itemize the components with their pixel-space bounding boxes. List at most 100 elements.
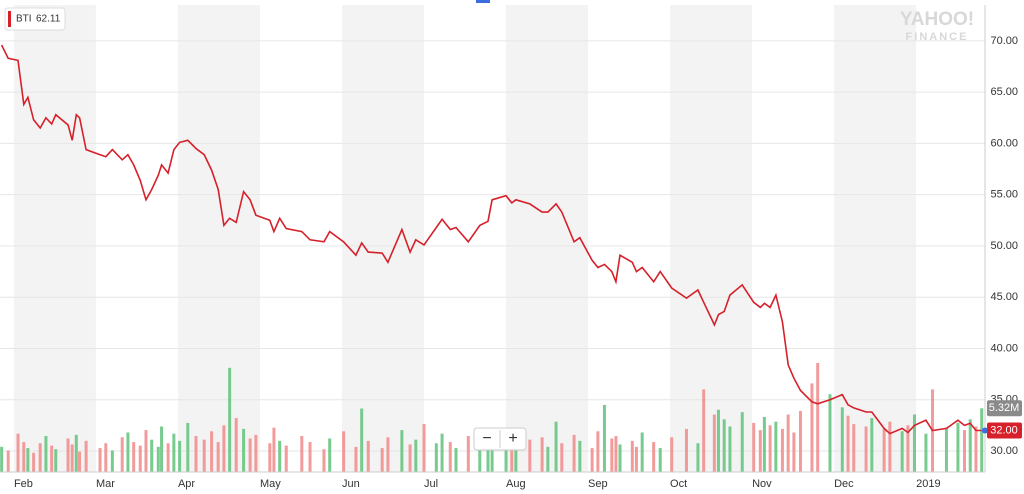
volume-bar	[900, 431, 904, 472]
volume-bar	[810, 383, 814, 472]
volume-bar	[194, 436, 198, 472]
volume-bar	[702, 389, 706, 472]
volume-bar	[696, 443, 700, 472]
volume-bar	[254, 434, 258, 472]
volume-bar	[944, 427, 948, 472]
volume-bar	[774, 421, 778, 472]
x-tick-label: Feb	[14, 478, 33, 490]
volume-bar	[540, 437, 544, 472]
volume-bar	[414, 439, 418, 472]
volume-bar	[272, 427, 276, 472]
volume-bar	[640, 432, 644, 472]
volume-bar	[828, 394, 832, 472]
volume-bar	[614, 436, 618, 472]
volume-bar	[840, 407, 844, 472]
x-tick-label: Sep	[588, 478, 608, 490]
volume-bar	[762, 416, 766, 472]
price-line	[0, 44, 982, 435]
volume-bar	[974, 426, 978, 472]
y-tick-label: 70.00	[990, 35, 1018, 47]
volume-bar	[366, 440, 370, 472]
volume-bar	[454, 448, 458, 472]
volume-bar	[786, 414, 790, 472]
volume-bar	[852, 424, 856, 472]
zoom-out[interactable]: −	[482, 430, 491, 447]
volume-bar	[138, 445, 142, 472]
volume-bar	[652, 442, 656, 472]
volume-bar	[126, 432, 130, 472]
volume-bar	[156, 446, 160, 472]
volume-badge-box	[987, 400, 1022, 417]
volume-bar	[104, 443, 108, 472]
axes: Feb Mar Apr May Jun Jul Aug Sep Oct Nov Dec 2019 30.…	[0, 5, 1018, 490]
volume-bar	[360, 408, 364, 472]
volume-bar	[26, 448, 30, 472]
month-bands	[13, 5, 917, 472]
volume-bar	[16, 433, 20, 472]
volume-bar	[242, 428, 246, 472]
volume-bar	[980, 408, 984, 472]
volume-bar	[740, 412, 744, 472]
y-tick-label: 65.00	[990, 86, 1018, 98]
volume-bar	[78, 451, 82, 472]
volume-bar	[716, 409, 720, 472]
month-band	[342, 5, 425, 472]
volume-bar	[610, 438, 614, 472]
volume-bar	[758, 430, 762, 472]
volume-bar	[722, 419, 726, 472]
volume-bar	[634, 446, 638, 472]
volume-bar	[864, 426, 868, 472]
volume-bar	[478, 445, 482, 472]
volume-bar	[630, 440, 634, 472]
badges: 5.32M 32.00	[982, 400, 1022, 439]
ticker: BTI	[16, 14, 32, 25]
volume-bar	[74, 434, 78, 472]
zoom-controls: − +	[473, 427, 527, 451]
volume-bar	[342, 431, 346, 472]
volume-bar	[328, 438, 332, 472]
y-tick-label: 45.00	[990, 291, 1018, 303]
volume-bar	[354, 446, 358, 472]
volume-bar	[578, 440, 582, 472]
volume-bar	[752, 422, 756, 472]
volume-bar	[924, 433, 928, 472]
volume-bar	[572, 434, 576, 472]
volume-bar	[210, 431, 214, 472]
volume-bar	[150, 439, 154, 472]
y-tick-label: 40.00	[990, 342, 1018, 354]
month-band	[670, 5, 753, 472]
volume-bar	[768, 425, 772, 472]
month-band	[13, 5, 96, 472]
volume-bar	[490, 449, 494, 472]
volume-bar	[906, 425, 910, 472]
badge-box	[4, 7, 66, 31]
x-tick-label: Apr	[178, 478, 195, 490]
volume-bar	[504, 440, 508, 472]
x-tick-label: May	[260, 478, 281, 490]
volume-bar	[144, 430, 148, 472]
x-tick-label: Mar	[96, 478, 115, 490]
month-band	[177, 5, 260, 472]
volume-bar	[32, 452, 36, 472]
volume-bar	[54, 449, 58, 472]
volume-bar	[166, 443, 170, 472]
volume-bar	[870, 418, 874, 472]
x-tick-label: Oct	[670, 478, 687, 490]
volume-bar	[618, 444, 622, 472]
volume-bar	[44, 436, 48, 472]
volume-bar	[248, 438, 252, 472]
volume-bar	[962, 430, 966, 472]
zoom-in[interactable]: +	[508, 430, 517, 447]
x-tick-label: Jul	[424, 478, 438, 490]
volume-bar	[50, 445, 54, 472]
volume-bar	[956, 422, 960, 472]
volume-bar	[98, 448, 102, 472]
volume-bar	[816, 363, 820, 472]
y-tick-label: 30.00	[990, 445, 1018, 457]
ticker-price: 62.11	[36, 14, 61, 25]
volume	[0, 363, 984, 472]
volume-bar	[882, 428, 886, 472]
volume-bar	[160, 426, 164, 472]
volume-bar	[70, 444, 74, 472]
volume-bar	[6, 450, 10, 472]
